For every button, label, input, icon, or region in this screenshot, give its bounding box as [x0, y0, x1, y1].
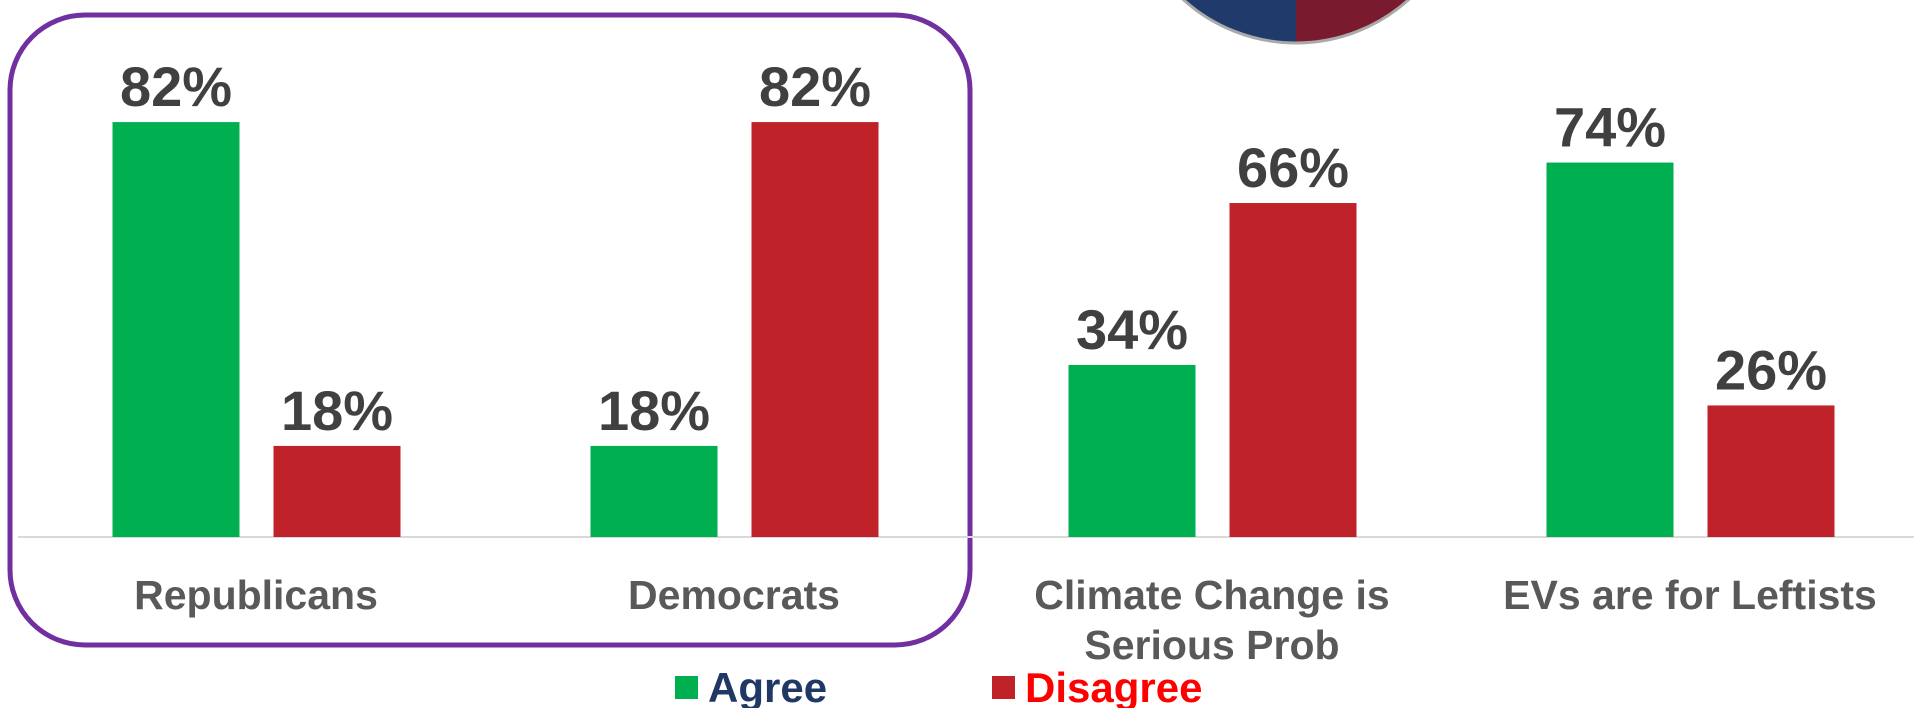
value-label: 82%	[759, 55, 871, 118]
bar	[112, 122, 240, 537]
bar	[1707, 405, 1835, 537]
legend-label: Disagree	[1025, 664, 1203, 708]
bar	[273, 445, 401, 537]
bar	[1229, 203, 1357, 538]
x-tick-label: Democrats	[628, 572, 840, 618]
value-label: 82%	[120, 55, 232, 118]
value-label: 26%	[1715, 338, 1827, 401]
x-tick-label: EVs are for Leftists	[1503, 572, 1877, 618]
legend-swatch	[675, 676, 698, 699]
legend-swatch	[992, 676, 1015, 699]
value-label: 34%	[1076, 298, 1188, 361]
bar	[590, 445, 718, 537]
value-label: 74%	[1554, 96, 1666, 159]
bar	[1546, 162, 1674, 537]
value-label: 18%	[598, 379, 710, 442]
bar	[1068, 364, 1196, 537]
value-label: 18%	[281, 379, 393, 442]
highlight-box	[7, 12, 973, 648]
x-tick-label: Climate Change is Serious Prob	[1034, 572, 1390, 668]
legend-label: Agree	[708, 664, 828, 708]
bar	[751, 122, 879, 537]
photo-circle	[1181, 0, 1411, 45]
x-tick-label: Republicans	[134, 572, 378, 618]
value-label: 66%	[1237, 136, 1349, 199]
